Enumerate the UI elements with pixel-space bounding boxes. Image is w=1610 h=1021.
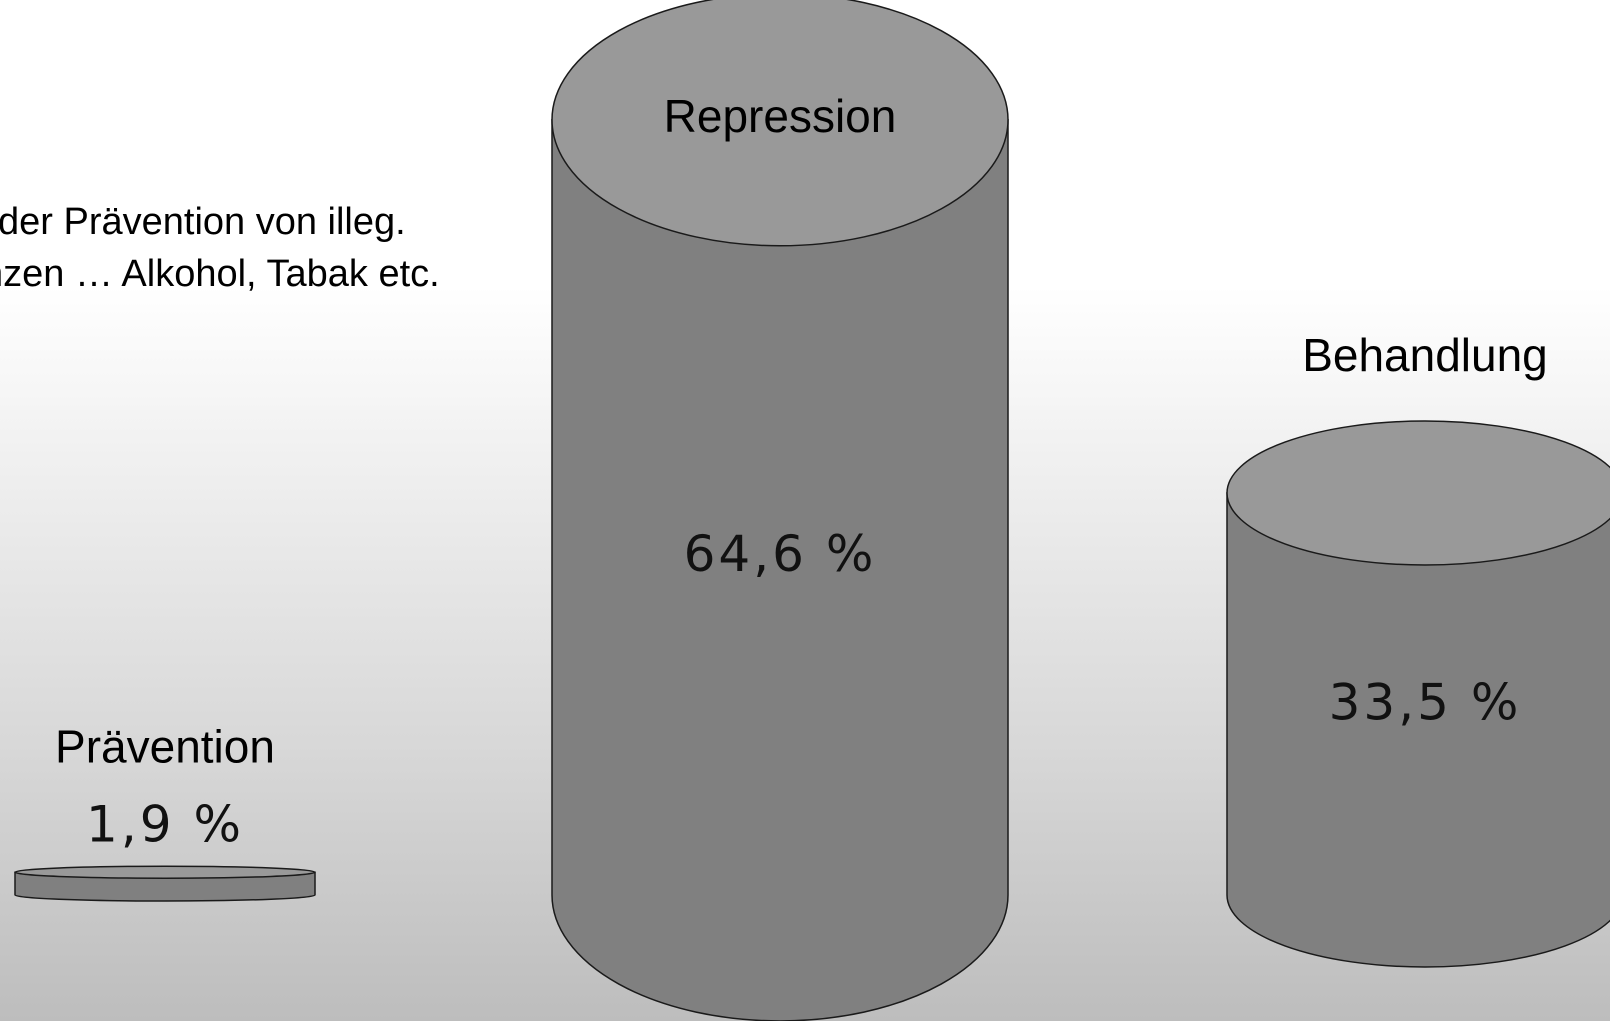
explanatory-note: der Prävention von illeg. nzen … Alkohol… (0, 196, 440, 300)
value-label-praevention: 1,9 % (86, 796, 244, 854)
note-line-2: nzen … Alkohol, Tabak etc. (0, 253, 440, 295)
value-label-repression: 64,6 % (684, 525, 877, 583)
bar-repression: 64,6 % Repression (551, 0, 1009, 1021)
bar-praevention: 1,9 % Prävention (14, 720, 316, 902)
bar-behandlung: 33,5 % Behandlung (1226, 329, 1610, 968)
note-line-1: der Prävention von illeg. (0, 201, 406, 243)
value-label-behandlung: 33,5 % (1329, 674, 1522, 732)
category-label-repression: Repression (664, 90, 897, 142)
bar-body-praevention (14, 871, 316, 902)
bar-top-repression (551, 0, 1009, 247)
category-label-behandlung: Behandlung (1302, 329, 1548, 381)
bar-top-praevention (14, 865, 316, 879)
bar-top-behandlung (1226, 420, 1610, 566)
category-label-praevention: Prävention (55, 720, 275, 772)
bar-body-behandlung (1226, 492, 1610, 968)
